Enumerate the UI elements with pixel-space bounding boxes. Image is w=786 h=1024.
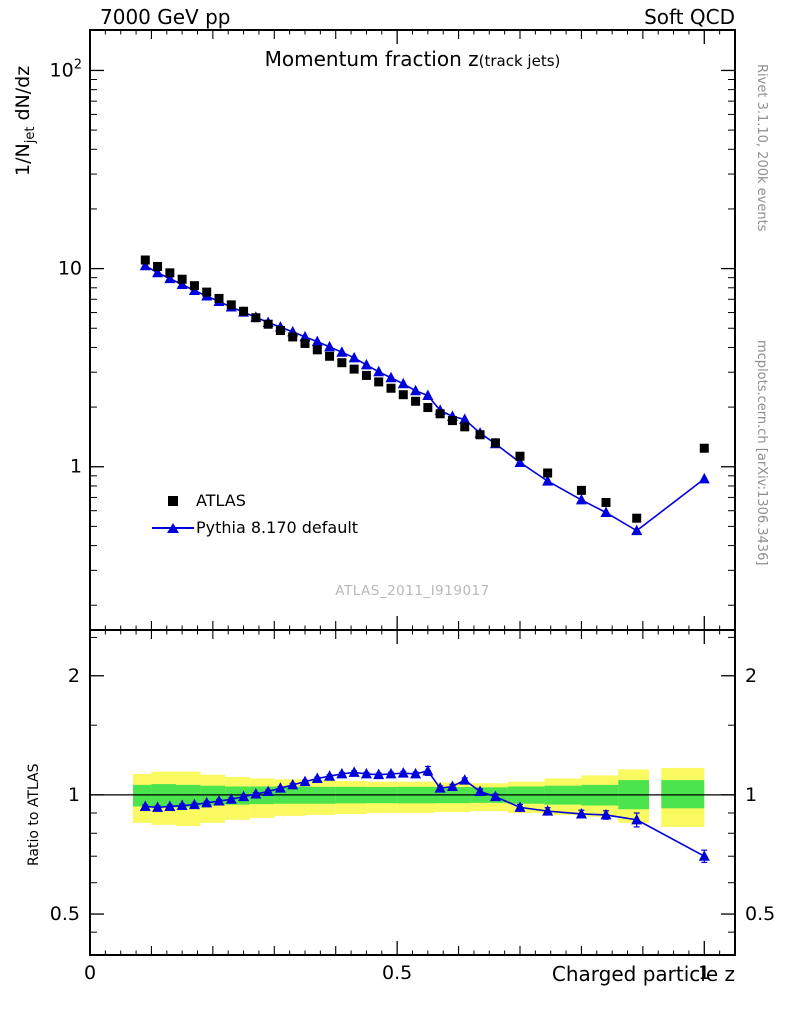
y-axis-label: 1/Njet dN/dz: [12, 66, 38, 176]
svg-text:0.5: 0.5: [745, 903, 775, 925]
plot-title-main: Momentum fraction z: [264, 47, 479, 71]
plot-title: Momentum fraction z(track jets): [90, 47, 735, 71]
legend-atlas-label: ATLAS: [196, 491, 246, 510]
svg-text:0: 0: [84, 962, 96, 984]
svg-text:102: 102: [50, 57, 82, 81]
x-axis-label: Charged particle z: [551, 962, 735, 986]
svg-text:10: 10: [58, 258, 82, 280]
svg-text:1: 1: [68, 784, 80, 806]
header-beam-energy: 7000 GeV pp: [100, 5, 231, 29]
y-axis-label-post: dN/dz: [12, 65, 34, 127]
rivet-version-note: Rivet 3.1.10, 200k events: [754, 64, 769, 232]
svg-text:0.5: 0.5: [382, 962, 412, 984]
svg-text:1: 1: [70, 456, 82, 478]
plot-title-qualifier: (track jets): [478, 52, 561, 70]
legend-pythia-label: Pythia 8.170 default: [196, 518, 359, 537]
svg-text:1: 1: [745, 784, 757, 806]
legend-entry-pythia: Pythia 8.170 default: [150, 514, 358, 541]
legend-atlas-marker-cell: [150, 495, 196, 506]
ratio-axis-label: Ratio to ATLAS: [26, 763, 42, 866]
mcplots-reference-note: mcplots.cern.ch [arXiv:1306.3436]: [754, 340, 769, 566]
pythia-line-icon: [152, 522, 194, 533]
header-process-group: Soft QCD: [644, 5, 735, 29]
atlas-square-icon: [168, 495, 178, 506]
legend-entry-atlas: ATLAS: [150, 487, 358, 514]
analysis-id-watermark: ATLAS_2011_I919017: [335, 583, 490, 599]
svg-text:2: 2: [68, 665, 80, 687]
legend-pythia-marker-cell: [150, 522, 196, 533]
legend: ATLAS Pythia 8.170 default: [150, 487, 358, 541]
y-axis-label-sub: jet: [22, 126, 38, 144]
y-axis-label-pre: 1/N: [12, 143, 34, 176]
svg-text:1: 1: [698, 962, 710, 984]
svg-text:2: 2: [745, 665, 757, 687]
pythia-triangle-icon: [167, 522, 179, 533]
svg-text:0.5: 0.5: [50, 903, 80, 925]
